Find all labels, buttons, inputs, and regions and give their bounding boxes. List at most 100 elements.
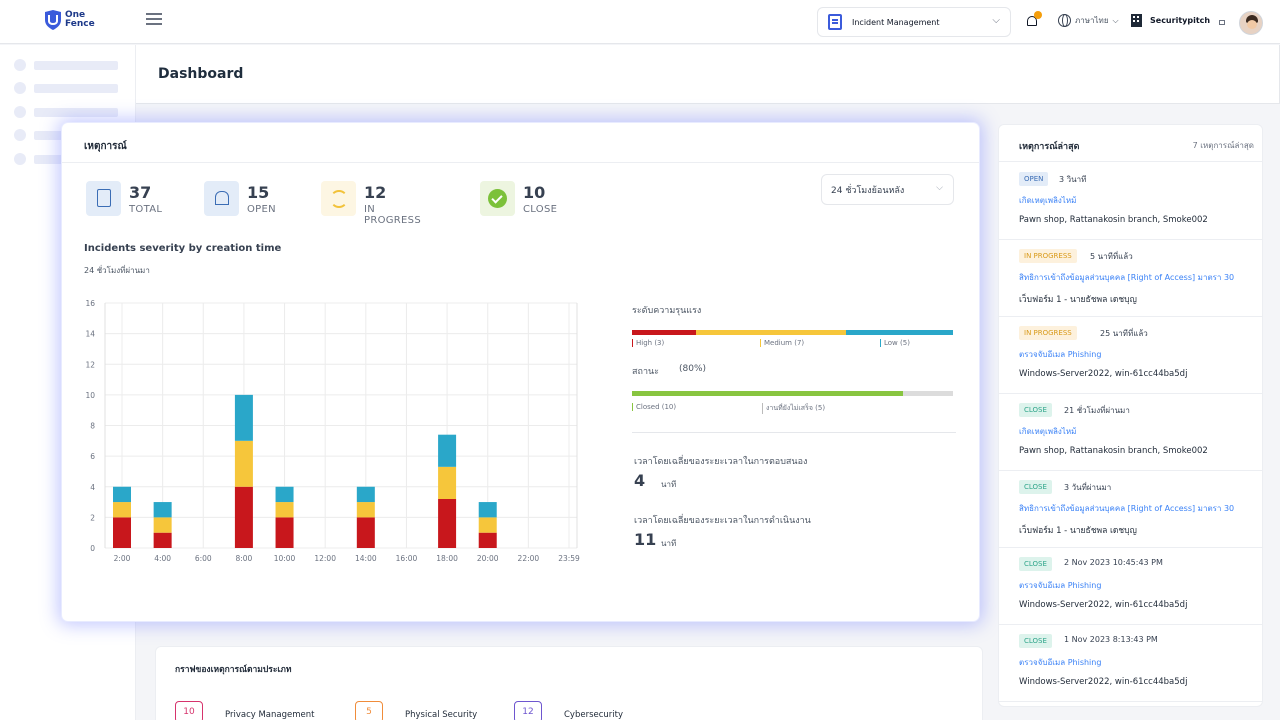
category-count: 12 bbox=[514, 701, 542, 720]
divider bbox=[632, 432, 956, 433]
latest-incident-item[interactable]: CLOSE 1 Nov 2023 8:13:43 PM ตรวจจับอีเมล P… bbox=[999, 625, 1262, 702]
chevron-down-icon: ⌵ bbox=[992, 15, 1000, 26]
latest-count: 7 เหตุการณ์ล่าสุด bbox=[1192, 141, 1254, 150]
incident-location: Pawn shop, Rattanakosin branch, Smoke002 bbox=[1019, 446, 1208, 456]
x-tick-label: 22:00 bbox=[518, 554, 540, 563]
incident-type-title: กราฟของเหตุการณ์ตามประเภท bbox=[175, 665, 292, 675]
incident-location: Windows-Server2022, win-61cc44ba5dj bbox=[1019, 677, 1188, 687]
latest-incident-item[interactable]: CLOSE 3 วันที่ผ่านมา สิทธิการเข้าถึงข้อมูล… bbox=[999, 471, 1262, 548]
chart-title: Incidents severity by creation time bbox=[84, 243, 282, 254]
incident-time: 25 นาทีที่แล้ว bbox=[1100, 329, 1148, 338]
y-tick-label: 12 bbox=[85, 360, 95, 369]
legend-medium: Medium (7) bbox=[760, 339, 804, 347]
incident-title-link[interactable]: ตรวจจับอีเมล Phishing bbox=[1019, 581, 1102, 590]
chevron-down-icon: ⌵ bbox=[936, 183, 943, 193]
severity-segment-low bbox=[845, 330, 953, 335]
incident-location: Windows-Server2022, win-61cc44ba5dj bbox=[1019, 369, 1188, 379]
status-badge: IN PROGRESS bbox=[1019, 249, 1077, 263]
incident-location: เว็บฟอร์ม 1 - นายธัชพล เดชบุญ bbox=[1019, 526, 1137, 536]
x-tick-label: 18:00 bbox=[436, 554, 458, 563]
page-title: Dashboard bbox=[158, 66, 244, 82]
incident-location: Windows-Server2022, win-61cc44ba5dj bbox=[1019, 600, 1188, 610]
stat-open[interactable]: 15 OPEN bbox=[204, 181, 276, 217]
latest-incidents-card: เหตุการณ์ล่าสุด 7 เหตุการณ์ล่าสุด OPEN 3 … bbox=[998, 124, 1263, 707]
bar-segment bbox=[275, 517, 294, 548]
category-privacy[interactable]: 10 Privacy Management bbox=[175, 701, 314, 720]
incident-time: 21 ชั่วโมงที่ผ่านมา bbox=[1064, 406, 1130, 415]
latest-incident-item[interactable]: OPEN 3 วินาที เกิดเหตุเพลิงไหม้ Pawn shop, … bbox=[999, 163, 1262, 240]
stat-label: CLOSE bbox=[523, 204, 558, 215]
y-tick-label: 6 bbox=[90, 452, 95, 461]
severity-segment-high bbox=[632, 330, 697, 335]
chart-subtitle: 24 ชั่วโมงที่ผ่านมา bbox=[84, 266, 150, 275]
bar-segment bbox=[356, 486, 375, 503]
logo-line-1: One bbox=[65, 10, 86, 20]
bar-segment bbox=[234, 394, 253, 441]
bar-segment bbox=[438, 466, 457, 499]
menu-toggle-icon[interactable] bbox=[146, 13, 162, 27]
status-badge: CLOSE bbox=[1019, 634, 1052, 648]
organization-name: Securitypitch bbox=[1150, 16, 1211, 25]
stat-value: 37 bbox=[129, 183, 152, 202]
time-range-label: 24 ชั่วโมงย้อนหลัง bbox=[831, 186, 905, 196]
status-title: สถานะ bbox=[632, 367, 659, 377]
y-tick-label: 14 bbox=[85, 330, 95, 339]
module-select[interactable]: Incident Management ⌵ bbox=[817, 7, 1011, 37]
organization-switcher[interactable]: Securitypitch bbox=[1131, 14, 1226, 27]
avg-response-label: เวลาโดยเฉลี่ยของระยะเวลาในการตอบสนอง bbox=[634, 457, 808, 467]
user-avatar[interactable] bbox=[1239, 11, 1263, 35]
category-count: 5 bbox=[355, 701, 383, 720]
incident-title-link[interactable]: ตรวจจับอีเมล Phishing bbox=[1019, 350, 1102, 359]
y-tick-label: 4 bbox=[90, 483, 95, 492]
language-label: ภาษาไทย bbox=[1075, 16, 1109, 25]
incident-summary-card: เหตุการณ์ 37 TOTAL 15 OPEN 12 IN PROGRES… bbox=[62, 123, 979, 621]
incident-title-link[interactable]: เกิดเหตุเพลิงไหม้ bbox=[1019, 196, 1077, 205]
legend-high: High (3) bbox=[632, 339, 664, 347]
time-range-select[interactable]: 24 ชั่วโมงย้อนหลัง ⌵ bbox=[821, 174, 954, 205]
legend-pending: งานที่ยังไม่เสร็จ (5) bbox=[762, 403, 825, 414]
alarm-icon bbox=[204, 181, 239, 216]
sidebar-item[interactable] bbox=[14, 59, 118, 71]
bar-segment bbox=[356, 502, 375, 518]
x-tick-label: 6:00 bbox=[195, 554, 212, 563]
refresh-icon bbox=[321, 181, 356, 216]
building-icon bbox=[1131, 14, 1142, 27]
status-progress-fill bbox=[632, 391, 904, 396]
incident-type-card: กราฟของเหตุการณ์ตามประเภท 10 Privacy Man… bbox=[155, 646, 983, 720]
bar-segment bbox=[356, 517, 375, 548]
latest-incident-item[interactable]: CLOSE 2 Nov 2023 10:45:43 PM ตรวจจับอีเมล … bbox=[999, 548, 1262, 625]
incident-title-link[interactable]: ตรวจจับอีเมล Phishing bbox=[1019, 658, 1102, 667]
incident-title-link[interactable]: สิทธิการเข้าถึงข้อมูลส่วนบุคคล [Right of… bbox=[1019, 504, 1235, 513]
incident-title-link[interactable]: เกิดเหตุเพลิงไหม้ bbox=[1019, 427, 1077, 436]
bar-segment bbox=[478, 517, 497, 533]
stat-in-progress[interactable]: 12 IN PROGRESS bbox=[321, 181, 421, 226]
avg-processing-unit: นาที bbox=[661, 539, 677, 548]
stat-close[interactable]: 10 CLOSE bbox=[480, 181, 557, 217]
incident-time: 1 Nov 2023 8:13:43 PM bbox=[1064, 635, 1158, 644]
sidebar-item[interactable] bbox=[14, 82, 118, 94]
stat-total[interactable]: 37 TOTAL bbox=[86, 181, 162, 217]
notification-bell-icon[interactable] bbox=[1026, 11, 1042, 28]
latest-incident-item[interactable]: IN PROGRESS 25 นาทีที่แล้วตรวจจับอีเมล Ph… bbox=[999, 317, 1262, 394]
category-cyber[interactable]: 12 Cybersecurity bbox=[514, 701, 623, 720]
latest-incident-item[interactable]: IN PROGRESS 5 นาทีที่แล้ว สิทธิการเข้าถึงข… bbox=[999, 240, 1262, 317]
x-tick-label: 8:00 bbox=[235, 554, 252, 563]
legend-low: Low (5) bbox=[880, 339, 910, 347]
avg-response-unit: นาที bbox=[661, 480, 677, 489]
category-count: 10 bbox=[175, 701, 203, 720]
stat-label: OPEN bbox=[247, 204, 276, 215]
language-select[interactable]: ภาษาไทย ⌵ bbox=[1058, 14, 1119, 27]
x-tick-label: 23:59 bbox=[558, 554, 580, 563]
incident-location: Pawn shop, Rattanakosin branch, Smoke002 bbox=[1019, 215, 1208, 225]
y-tick-label: 2 bbox=[90, 513, 95, 522]
category-physical[interactable]: 5 Physical Security bbox=[355, 701, 477, 720]
status-badge: OPEN bbox=[1019, 172, 1049, 186]
latest-incident-item[interactable]: CLOSE 21 ชั่วโมงที่ผ่านมา เกิดเหตุเพลิงไหม… bbox=[999, 394, 1262, 471]
status-badge: IN PROGRESS bbox=[1019, 326, 1077, 340]
shield-logo-icon bbox=[45, 10, 61, 30]
notification-badge bbox=[1034, 11, 1042, 19]
incident-title-link[interactable]: สิทธิการเข้าถึงข้อมูลส่วนบุคคล [Right of… bbox=[1019, 273, 1235, 282]
sidebar-item[interactable] bbox=[14, 106, 118, 118]
app-logo[interactable]: One Fence bbox=[44, 10, 95, 30]
page-header: Dashboard bbox=[136, 45, 1280, 104]
